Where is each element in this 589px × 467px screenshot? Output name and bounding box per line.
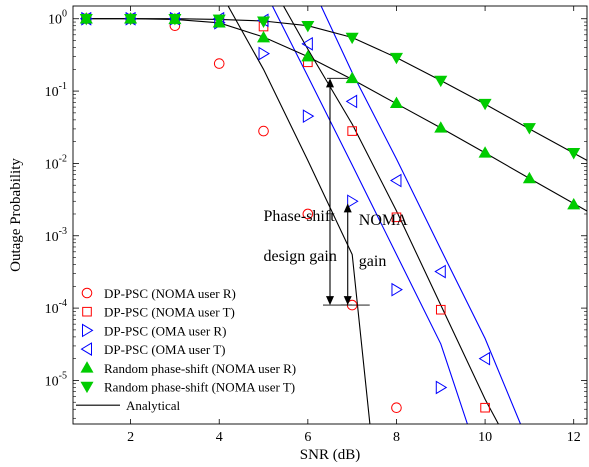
series-6-point — [522, 123, 536, 135]
y-tick-label: 10-2 — [45, 153, 67, 172]
series-6-point — [345, 32, 359, 45]
series-5-point — [567, 197, 581, 210]
y-tick-label: 100 — [48, 9, 67, 28]
series-3-point — [347, 194, 359, 209]
legend-label: Random phase-shift (NOMA user R) — [104, 361, 296, 376]
series-2-point — [480, 402, 490, 413]
legend-item: Random phase-shift (NOMA user R) — [80, 361, 296, 376]
arrow-head — [326, 78, 334, 88]
series-4-point — [389, 173, 402, 188]
legend-marker — [82, 323, 94, 338]
x-tick-label: 10 — [478, 430, 492, 445]
legend-item: Random phase-shift (NOMA user T) — [80, 380, 295, 395]
analytical-curve-3 — [271, 6, 468, 424]
series-6-point — [124, 13, 138, 26]
y-tick-label: 10-1 — [45, 81, 67, 100]
legend-marker — [80, 361, 94, 373]
annotation-text: design gain — [264, 248, 337, 265]
series-5-point — [478, 146, 492, 158]
series-2-point — [347, 126, 357, 136]
x-tick-label: 2 — [127, 430, 134, 445]
legend-label: DP-PSC (OMA user T) — [104, 342, 225, 357]
analytical-curve-1 — [227, 6, 371, 424]
arrow-head — [343, 296, 352, 306]
legend-marker — [80, 381, 94, 394]
series-6-point — [257, 16, 271, 28]
arrow-head — [326, 296, 334, 306]
series-4-point — [478, 351, 491, 366]
series-6-point — [79, 13, 93, 26]
legend-item: DP-PSC (OMA user R) — [82, 323, 226, 338]
analytical-curve-6 — [86, 18, 587, 161]
series-1-point — [302, 208, 314, 220]
analytical-curve-2 — [283, 6, 499, 424]
series-4-point — [345, 94, 358, 109]
legend-item: Analytical — [76, 398, 181, 413]
series-4-point — [301, 36, 313, 51]
legend: DP-PSC (NOMA user R) DP-PSC (NOMA user T)… — [76, 286, 296, 413]
series-5-point — [522, 171, 536, 184]
tick-marks — [73, 6, 587, 424]
analytical-curve-4 — [320, 6, 522, 424]
analytical-curves — [86, 6, 587, 424]
series-5-point — [257, 30, 271, 43]
series-1-point — [213, 58, 225, 69]
series-1-point — [391, 402, 402, 414]
series-5-point — [301, 49, 315, 62]
legend-label: DP-PSC (NOMA user T) — [104, 305, 235, 320]
annotation-text: Phase-shift — [264, 208, 336, 225]
series-6-point — [168, 13, 182, 26]
series-6-point — [301, 20, 315, 33]
annotation-noma: NOMA gain — [340, 203, 408, 306]
x-tick-label: 12 — [567, 430, 581, 445]
series-6-point — [434, 75, 448, 88]
arrow-head — [343, 203, 352, 213]
legend-label: DP-PSC (OMA user R) — [104, 323, 226, 338]
x-axis-label: SNR (dB) — [300, 447, 360, 463]
y-axis-label: Outage Probability — [8, 158, 24, 272]
x-tick-label: 8 — [393, 430, 400, 445]
y-tick-label: 10-5 — [45, 370, 67, 389]
legend-label: Analytical — [126, 398, 181, 413]
series-6-point — [212, 14, 226, 26]
series-3-point — [435, 380, 448, 395]
axes: 2 4 6 8 10 12 10-5 10-4 10-3 10-2 10-1 100 — [45, 9, 581, 445]
series-4-point — [434, 264, 446, 279]
legend-label: Random phase-shift (NOMA user T) — [104, 380, 295, 395]
series-3-point — [302, 109, 315, 124]
series-6-point — [389, 52, 403, 65]
x-tick-label: 6 — [304, 430, 311, 445]
legend-marker — [81, 287, 93, 299]
legend-marker — [80, 342, 92, 356]
series-1-point — [258, 125, 269, 137]
legend-item: DP-PSC (NOMA user T) — [82, 305, 235, 320]
series-6-point — [478, 98, 492, 111]
legend-label: DP-PSC (NOMA user R) — [104, 286, 236, 301]
gain-annotations: Phase-shift design gain NOMA gain — [264, 77, 408, 306]
legend-item: DP-PSC (NOMA user R) — [81, 286, 236, 301]
series-5-point — [434, 121, 448, 133]
annotation-text: NOMA — [359, 212, 408, 229]
plot-frame — [72, 5, 588, 425]
series-2-point — [435, 304, 446, 315]
y-tick-label: 10-4 — [45, 298, 67, 317]
annotation-phase-shift: Phase-shift design gain — [264, 77, 352, 306]
x-tick-label: 4 — [216, 430, 223, 445]
analytical-curve-5 — [86, 18, 587, 212]
series-5-point — [345, 71, 359, 84]
series-5-point — [389, 96, 403, 108]
series-2-point — [391, 212, 402, 223]
data-markers — [79, 11, 581, 414]
annotation-text: gain — [359, 253, 387, 270]
y-tick-label: 10-3 — [45, 226, 67, 245]
series-3-point — [391, 282, 403, 297]
legend-marker — [82, 306, 92, 317]
legend-item: DP-PSC (OMA user T) — [80, 342, 225, 357]
series-3-point — [258, 46, 271, 61]
series-6-point — [567, 148, 581, 160]
